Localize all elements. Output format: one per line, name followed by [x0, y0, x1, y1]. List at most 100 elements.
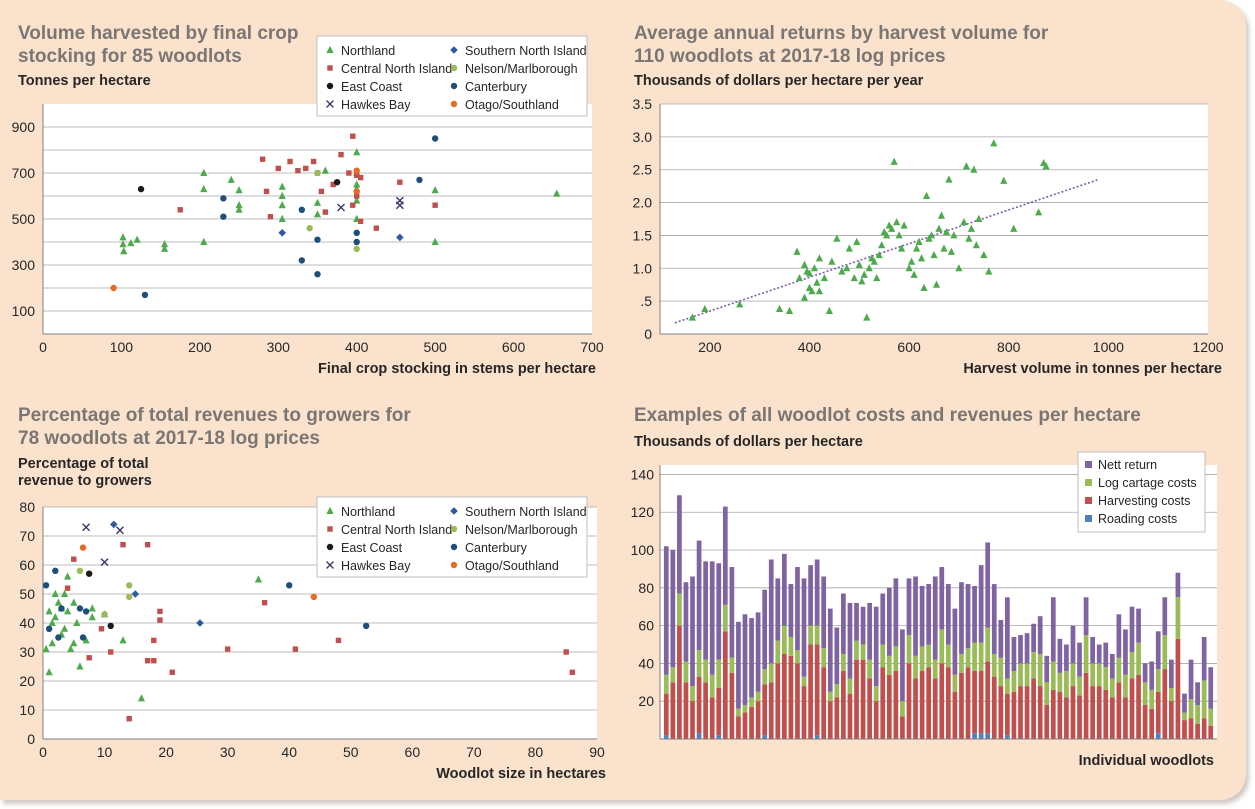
- data-point: [1042, 162, 1050, 170]
- data-point: [362, 622, 370, 630]
- log-cartage-segment: [1201, 680, 1207, 719]
- nett-return-segment: [1064, 644, 1069, 671]
- legend-marker: [327, 526, 333, 532]
- harvesting-segment: [1083, 672, 1089, 739]
- nett-return-segment: [991, 584, 997, 654]
- nett-return-segment: [867, 602, 872, 660]
- data-point: [990, 139, 998, 147]
- chart3-xlabel: Woodlot size in hectares: [436, 766, 606, 782]
- nett-return-segment: [1011, 636, 1017, 671]
- data-point: [51, 613, 59, 621]
- data-point: [200, 237, 208, 245]
- harvesting-segment: [1057, 691, 1063, 739]
- data-point: [109, 520, 118, 529]
- harvesting-segment: [1182, 720, 1187, 739]
- nett-return-segment: [1116, 614, 1122, 658]
- harvesting-segment: [1064, 697, 1069, 739]
- log-cartage-segment: [1018, 663, 1023, 687]
- y-tick-label: 2.5: [633, 162, 653, 178]
- log-cartage-segment: [847, 678, 853, 694]
- data-point: [569, 669, 576, 675]
- data-point: [785, 306, 794, 314]
- chart2-xlabel: Harvest volume in tonnes per hectare: [963, 361, 1222, 377]
- nett-return-segment: [1096, 644, 1102, 664]
- data-point: [76, 605, 84, 612]
- nett-return-segment: [762, 589, 768, 670]
- log-cartage-segment: [768, 663, 774, 683]
- data-point: [838, 267, 846, 275]
- data-point: [915, 237, 923, 245]
- data-point: [60, 589, 69, 597]
- harvesting-segment: [1109, 697, 1115, 739]
- harvesting-segment: [768, 682, 774, 739]
- harvesting-segment: [893, 670, 899, 739]
- y-tick-label: 80: [19, 499, 35, 515]
- data-point: [912, 244, 921, 252]
- data-point: [907, 257, 916, 265]
- data-point: [980, 250, 988, 259]
- data-point: [335, 637, 342, 644]
- chart3-ylabel: Percentage of total revenue to growers: [18, 456, 152, 489]
- x-tick-label: 700: [580, 339, 604, 355]
- data-point: [76, 567, 84, 574]
- y-tick-label: 1.5: [633, 227, 653, 243]
- data-point: [922, 191, 931, 199]
- y-tick-label: 60: [638, 618, 654, 634]
- data-point: [235, 186, 243, 194]
- log-cartage-segment: [1070, 663, 1076, 687]
- harvesting-segment: [886, 674, 892, 739]
- x-tick-label: 30: [220, 744, 236, 760]
- nett-return-segment: [834, 627, 840, 685]
- nett-return-segment: [1195, 682, 1200, 705]
- x-tick-label: 400: [345, 339, 369, 355]
- data-point: [431, 237, 439, 245]
- legend-marker: [450, 543, 458, 551]
- roading-segment: [814, 735, 820, 739]
- data-point: [196, 619, 204, 627]
- harvesting-segment: [683, 682, 689, 739]
- x-tick-label: 1000: [1093, 339, 1124, 355]
- nett-return-segment: [847, 602, 853, 679]
- data-point: [917, 254, 926, 262]
- data-point: [79, 544, 87, 551]
- data-point: [313, 198, 322, 206]
- legend-label: Central North Island: [341, 62, 452, 76]
- nett-return-segment: [670, 550, 676, 668]
- data-point: [350, 202, 356, 208]
- legend-label: Nelson/Marlborough: [465, 62, 578, 76]
- harvesting-segment: [808, 644, 813, 739]
- data-point: [353, 188, 360, 195]
- data-point: [45, 625, 53, 632]
- harvesting-segment: [716, 687, 722, 736]
- y-tick-label: 60: [19, 557, 35, 573]
- data-point: [278, 201, 286, 209]
- nett-return-segment: [1031, 623, 1036, 653]
- legend-marker: [450, 82, 458, 90]
- log-cartage-segment: [1005, 678, 1010, 694]
- legend-marker: [450, 561, 458, 569]
- harvesting-segment: [1050, 689, 1056, 739]
- data-point: [267, 214, 274, 220]
- data-point: [396, 233, 404, 242]
- log-cartage-segment: [1162, 635, 1168, 670]
- legend-label: Log cartage costs: [1098, 476, 1197, 490]
- legend-marker: [326, 543, 334, 551]
- data-point: [860, 270, 868, 278]
- data-point: [160, 240, 169, 248]
- data-point: [115, 526, 124, 535]
- harvesting-segment: [742, 712, 748, 739]
- harvesting-segment: [965, 667, 971, 739]
- x-tick-label: 40: [281, 744, 297, 760]
- data-point: [825, 306, 833, 314]
- data-point: [813, 278, 821, 286]
- log-cartage-segment: [827, 691, 833, 702]
- legend-marker: [450, 525, 458, 533]
- nett-return-segment: [972, 585, 977, 643]
- harvesting-segment: [1188, 718, 1194, 739]
- harvesting-segment: [932, 678, 938, 739]
- log-cartage-segment: [926, 644, 932, 668]
- log-cartage-segment: [1083, 635, 1089, 673]
- chart4-title: Examples of all woodlot costs and revenu…: [634, 405, 1141, 426]
- data-point: [353, 245, 360, 253]
- nett-return-segment: [1208, 667, 1214, 709]
